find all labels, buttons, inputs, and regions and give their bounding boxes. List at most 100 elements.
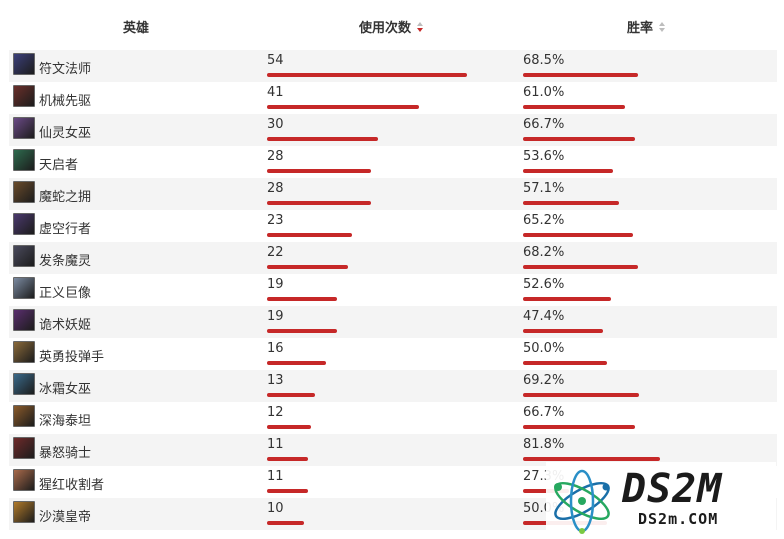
watermark-subtitle: DS2m.COM: [638, 510, 719, 528]
hero-avatar[interactable]: [13, 469, 35, 491]
uses-count: 28: [267, 181, 284, 196]
sort-down-arrow-icon: [417, 27, 424, 32]
hero-avatar[interactable]: [13, 117, 35, 139]
win-rate-value: 57.1%: [523, 181, 565, 196]
hero-header-label: 英雄: [123, 21, 150, 36]
uses-count: 28: [267, 149, 284, 164]
atom-logo-icon: [554, 469, 610, 534]
win-rate-bar: [523, 169, 613, 173]
win-rate-bar: [523, 393, 639, 397]
win-rate-value: 61.0%: [523, 85, 565, 100]
uses-bar: [267, 265, 348, 269]
uses-bar: [267, 457, 308, 461]
hero-name[interactable]: 深海泰坦: [39, 414, 92, 429]
table-row[interactable]: 虚空行者 23 65.2%: [9, 210, 777, 242]
table-row[interactable]: 仙灵女巫 30 66.7%: [9, 114, 777, 146]
uses-bar: [267, 521, 304, 525]
hero-name[interactable]: 仙灵女巫: [39, 126, 92, 141]
hero-avatar[interactable]: [13, 437, 35, 459]
hero-stats-table: 英雄 使用次数 胜率 符文法师 54 68.5% 机械先驱 41 61.0% 仙灵女巫 30 6…: [9, 0, 777, 530]
table-row[interactable]: 符文法师 54 68.5%: [9, 50, 777, 82]
uses-count: 10: [267, 501, 284, 516]
hero-name[interactable]: 暴怒骑士: [39, 446, 92, 461]
hero-avatar[interactable]: [13, 405, 35, 427]
win-rate-value: 52.6%: [523, 277, 565, 292]
table-row[interactable]: 魔蛇之拥 28 57.1%: [9, 178, 777, 210]
table-body: 符文法师 54 68.5% 机械先驱 41 61.0% 仙灵女巫 30 66.7% 天启者 28 53…: [9, 50, 777, 530]
table-row[interactable]: 冰霜女巫 13 69.2%: [9, 370, 777, 402]
win-rate-bar: [523, 233, 633, 237]
uses-bar: [267, 425, 311, 429]
win-rate-bar: [523, 297, 611, 301]
uses-count: 12: [267, 405, 284, 420]
table-row[interactable]: 深海泰坦 12 66.7%: [9, 402, 777, 434]
ds2m-watermark: DS2M DS2m.COM: [546, 462, 776, 539]
hero-name[interactable]: 英勇投弹手: [39, 350, 105, 365]
win-rate-bar: [523, 265, 638, 269]
hero-avatar[interactable]: [13, 373, 35, 395]
hero-name[interactable]: 天启者: [39, 158, 79, 173]
hero-avatar[interactable]: [13, 53, 35, 75]
win-rate-value: 53.6%: [523, 149, 565, 164]
sort-desc-icon[interactable]: [417, 21, 424, 32]
table-header: 英雄 使用次数 胜率: [9, 0, 777, 50]
hero-avatar[interactable]: [13, 149, 35, 171]
win-rate-value: 69.2%: [523, 373, 565, 388]
hero-name[interactable]: 诡术妖姬: [39, 318, 92, 333]
column-header-hero: 英雄: [123, 17, 149, 36]
uses-count: 16: [267, 341, 284, 356]
hero-avatar[interactable]: [13, 309, 35, 331]
win-rate-bar: [523, 105, 625, 109]
uses-bar: [267, 73, 467, 77]
hero-name[interactable]: 猩红收割者: [39, 478, 105, 493]
hero-name[interactable]: 沙漠皇帝: [39, 510, 92, 525]
uses-count: 11: [267, 437, 284, 452]
win-rate-value: 66.7%: [523, 405, 565, 420]
hero-name[interactable]: 符文法师: [39, 62, 92, 77]
table-row[interactable]: 暴怒骑士 11 81.8%: [9, 434, 777, 466]
uses-header-label: 使用次数: [359, 21, 412, 36]
win-rate-bar: [523, 457, 660, 461]
win-rate-value: 81.8%: [523, 437, 565, 452]
table-row[interactable]: 天启者 28 53.6%: [9, 146, 777, 178]
win-rate-bar: [523, 329, 603, 333]
win-rate-bar: [523, 425, 635, 429]
win-rate-value: 50.0%: [523, 341, 565, 356]
hero-avatar[interactable]: [13, 245, 35, 267]
hero-avatar[interactable]: [13, 213, 35, 235]
table-row[interactable]: 英勇投弹手 16 50.0%: [9, 338, 777, 370]
win-rate-value: 68.2%: [523, 245, 565, 260]
win-rate-bar: [523, 361, 607, 365]
win-rate-value: 47.4%: [523, 309, 565, 324]
win-rate-value: 68.5%: [523, 53, 565, 68]
uses-count: 19: [267, 309, 284, 324]
table-row[interactable]: 正义巨像 19 52.6%: [9, 274, 777, 306]
uses-bar: [267, 201, 371, 205]
hero-avatar[interactable]: [13, 501, 35, 523]
hero-name[interactable]: 发条魔灵: [39, 254, 92, 269]
table-row[interactable]: 发条魔灵 22 68.2%: [9, 242, 777, 274]
hero-avatar[interactable]: [13, 341, 35, 363]
uses-bar: [267, 169, 371, 173]
column-header-win-rate[interactable]: 胜率: [627, 17, 666, 36]
hero-avatar[interactable]: [13, 181, 35, 203]
uses-bar: [267, 297, 337, 301]
sort-icon[interactable]: [659, 21, 666, 32]
table-row[interactable]: 诡术妖姬 19 47.4%: [9, 306, 777, 338]
uses-bar: [267, 233, 352, 237]
win-rate-bar: [523, 137, 635, 141]
uses-bar: [267, 329, 337, 333]
hero-name[interactable]: 虚空行者: [39, 222, 92, 237]
uses-bar: [267, 393, 315, 397]
hero-name[interactable]: 正义巨像: [39, 286, 92, 301]
hero-name[interactable]: 机械先驱: [39, 94, 92, 109]
hero-name[interactable]: 冰霜女巫: [39, 382, 92, 397]
sort-up-arrow-icon: [417, 21, 424, 26]
hero-name[interactable]: 魔蛇之拥: [39, 190, 92, 205]
table-row[interactable]: 机械先驱 41 61.0%: [9, 82, 777, 114]
hero-avatar[interactable]: [13, 277, 35, 299]
column-header-uses[interactable]: 使用次数: [359, 17, 424, 36]
uses-bar: [267, 361, 326, 365]
uses-count: 30: [267, 117, 284, 132]
hero-avatar[interactable]: [13, 85, 35, 107]
